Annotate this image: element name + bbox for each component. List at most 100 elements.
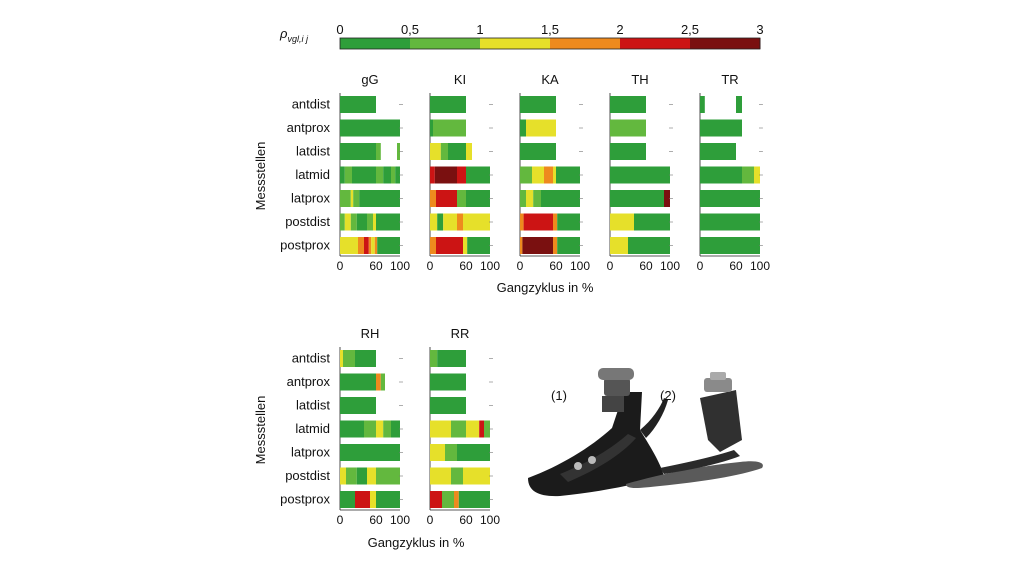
heatmap-cell [451,420,466,438]
heatmap-cell [376,420,384,438]
heatmap-cell [520,166,532,184]
heatmap-cell [556,190,580,207]
heatmap-cell [553,166,556,184]
row-label: postprox [280,238,330,253]
heatmap-cell [463,213,490,231]
heatmap-cell [454,491,459,508]
x-tick-label: 60 [459,513,473,527]
heatmap-cell [340,166,345,184]
heatmap-cell [520,143,556,160]
heatmap-cell [522,237,553,254]
heatmap-cell [430,444,445,461]
colorbar-segment [480,38,551,49]
heatmap-cell [340,213,345,231]
heatmap-cell [541,190,556,207]
heatmap-cell [520,190,526,207]
x-tick-label: 0 [427,259,434,273]
heatmap-cell [344,213,351,231]
heatmap-cell [436,237,463,254]
heatmap-cell [520,237,523,254]
heatmap-cell [437,350,466,367]
panel-title: RH [361,326,380,341]
heatmap-cell [430,213,438,231]
heatmap-cell [479,420,484,438]
heatmap-cell [350,213,357,231]
heatmap-cell [466,166,490,184]
heatmap-cell [340,96,376,113]
row-label: latdist [296,144,330,159]
heatmap-cell [610,143,646,160]
heatmap-cell [448,143,466,160]
heatmap-cell [544,166,553,184]
heatmap-cell [340,143,376,160]
row-label: postprox [280,492,330,507]
colorbar-tick-label: 1 [476,22,483,37]
heatmap-cell [380,373,385,391]
x-tick-label: 60 [459,259,473,273]
heatmap-cell [736,96,742,113]
heatmap-cell [376,491,400,508]
heatmap-cell [610,213,634,231]
heatmap-cell [352,166,376,184]
heatmap-cell [376,143,381,160]
heatmap-cell [430,237,436,254]
colorbar-tick-label: 0,5 [401,22,419,37]
heatmap-cell [340,237,358,254]
heatmap-cell [368,237,372,254]
heatmap-cell [356,467,367,485]
heatmap-cell [376,213,400,231]
heatmap-cell [430,491,442,508]
heatmap-panel-rh: RH 0 60 100 antdist antprox latdist latmid latpr… [280,326,410,527]
heatmap-cell [430,166,435,184]
heatmap-cell [557,213,580,231]
foot-label-1: (1) [551,388,567,403]
heatmap-cell [376,166,384,184]
x-tick-label: 100 [570,259,590,273]
heatmap-cell [358,237,364,254]
heatmap-cell [463,237,468,254]
heatmap-panel-rr: RR 0 60 100 [427,326,501,527]
foot-label-2: (2) [660,388,676,403]
heatmap-cell [443,213,457,231]
heatmap-cell [664,190,670,207]
heatmap-cell [430,96,466,113]
heatmap-cell [343,350,355,367]
prosthetic-foot-1: (1) [528,368,668,497]
heatmap-cell [340,373,376,391]
heatmap-cell [344,166,352,184]
heatmap-cell [391,420,400,438]
heatmap-cell [340,467,346,485]
heatmap-cell [356,213,367,231]
heatmap-cell [457,213,463,231]
heatmap-cell [742,166,754,184]
heatmap-cell [430,350,438,367]
heatmap-cell [437,213,444,231]
heatmap-cell [383,420,391,438]
heatmap-panel-tr: TR 0 60 100 [697,72,771,273]
heatmap-cell [451,467,463,485]
heatmap-cell [434,166,457,184]
colorbar-tick-label: 0 [336,22,343,37]
heatmap-cell [484,420,490,438]
heatmap-cell [359,190,376,207]
heatmap-cell [553,237,558,254]
heatmap-cell [440,143,448,160]
heatmap-cell [700,213,760,231]
heatmap-cell [355,491,370,508]
x-tick-label: 60 [639,259,653,273]
colorbar-segment [410,38,481,49]
heatmap-cell [376,467,400,485]
heatmap-cell [466,190,490,207]
heatmap-cell [355,350,376,367]
x-tick-label: 0 [607,259,614,273]
colorbar-segment [340,38,411,49]
heatmap-cell [610,237,628,254]
heatmap-cell [532,166,544,184]
row-label: antdist [292,351,331,366]
prosthetic-foot-2: (2) [626,372,763,488]
heatmap-cell [364,237,369,254]
heatmap-cell [466,420,480,438]
y-axis-label-top: Messstellen [253,142,268,211]
row-label: antprox [287,120,331,135]
